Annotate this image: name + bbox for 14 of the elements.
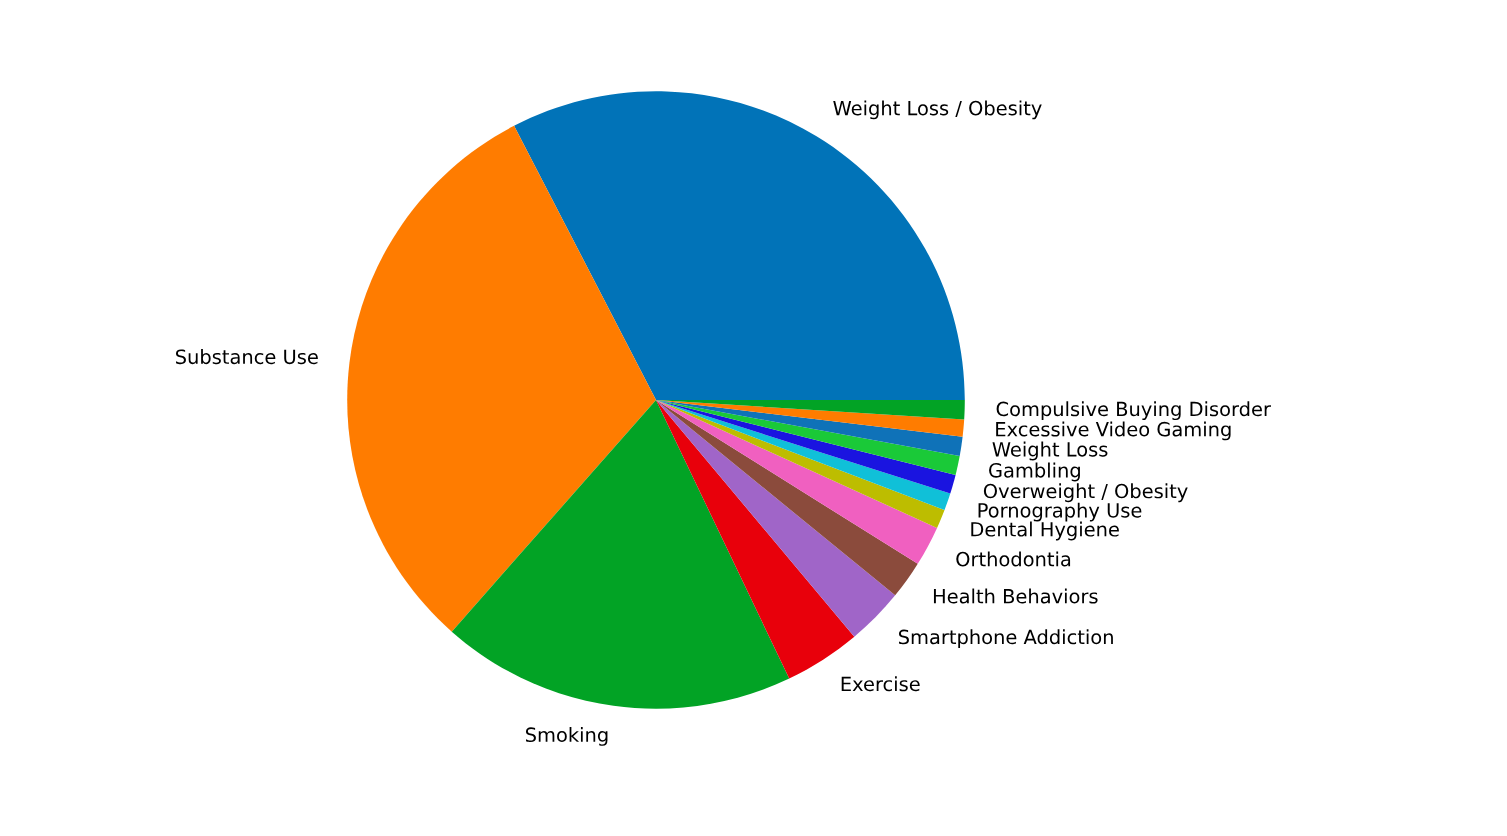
slice-label: Excessive Video Gaming bbox=[996, 421, 1231, 441]
slice-label: Pornography Use bbox=[978, 502, 1142, 522]
slice-label: Compulsive Buying Disorder bbox=[996, 401, 1271, 421]
slice-label: Orthodontia bbox=[956, 551, 1071, 567]
slice-label: Exercise bbox=[841, 676, 920, 692]
slice-label: Substance Use bbox=[175, 349, 318, 365]
slice-label: Weight Loss bbox=[992, 441, 1108, 461]
slice-label: Weight Loss / Obesity bbox=[833, 100, 1042, 120]
slice-label: Health Behaviors bbox=[933, 588, 1098, 604]
slice-label: Smartphone Addiction bbox=[898, 629, 1113, 649]
slice-label: Smoking bbox=[525, 727, 608, 746]
slice-label: Gambling bbox=[989, 462, 1080, 482]
slice-label: Overweight / Obesity bbox=[983, 483, 1188, 503]
slice-label: Dental Hygiene bbox=[971, 521, 1119, 541]
